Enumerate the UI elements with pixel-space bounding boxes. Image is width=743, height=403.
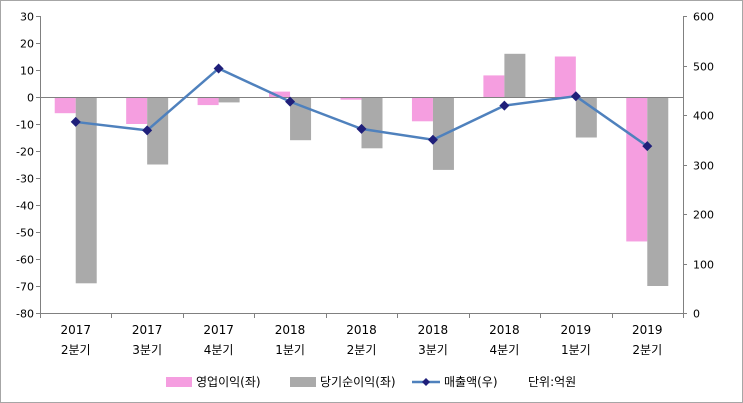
left-tick-label: -10 bbox=[16, 119, 34, 132]
legend-swatch-net-income bbox=[290, 377, 316, 387]
revenue-marker bbox=[142, 125, 153, 136]
legend: 영업이익(좌) 당기순이익(좌) 매출액(우) 단위:억원 bbox=[166, 375, 576, 389]
revenue-marker bbox=[499, 100, 510, 111]
unit-label: 단위:억원 bbox=[528, 375, 576, 389]
category-year-label: 2017 bbox=[60, 323, 91, 337]
category-year-label: 2019 bbox=[561, 323, 592, 337]
left-tick-label: -70 bbox=[16, 281, 34, 294]
left-tick-label: 10 bbox=[20, 65, 34, 78]
left-tick-label: 20 bbox=[20, 38, 34, 51]
net-income-bar bbox=[504, 53, 526, 97]
category-year-label: 2018 bbox=[275, 323, 306, 337]
operating-profit-bar bbox=[483, 75, 505, 97]
operating-profit-bar bbox=[340, 97, 362, 100]
operating-profit-bar bbox=[54, 97, 76, 114]
revenue-marker bbox=[285, 96, 296, 107]
category-quarter-label: 4분기 bbox=[204, 343, 234, 357]
legend-marker-revenue bbox=[422, 378, 430, 386]
left-tick-label: -20 bbox=[16, 146, 34, 159]
category-year-label: 2018 bbox=[489, 323, 520, 337]
category-year-label: 2018 bbox=[418, 323, 449, 337]
revenue-marker bbox=[427, 134, 438, 145]
right-tick-label: 200 bbox=[693, 209, 714, 222]
right-tick-label: 400 bbox=[693, 110, 714, 123]
right-tick-label: 600 bbox=[693, 11, 714, 24]
revenue-marker bbox=[570, 91, 581, 102]
revenue-marker bbox=[356, 123, 367, 134]
right-tick-label: 100 bbox=[693, 259, 714, 272]
legend-label-net-income: 당기순이익(좌) bbox=[320, 375, 396, 389]
operating-profit-bar bbox=[197, 97, 219, 106]
operating-profit-bar bbox=[411, 97, 433, 122]
revenue-marker bbox=[642, 141, 653, 152]
net-income-bar bbox=[147, 97, 169, 165]
line-series bbox=[70, 63, 653, 152]
right-axis-ticks: 600 500 400 300 200 100 0 bbox=[683, 11, 714, 321]
left-tick-label: -50 bbox=[16, 227, 34, 240]
legend-label-operating-profit: 영업이익(좌) bbox=[196, 375, 261, 389]
category-year-label: 2017 bbox=[203, 323, 234, 337]
operating-profit-bar bbox=[626, 97, 648, 242]
category-quarter-label: 2분기 bbox=[632, 343, 662, 357]
category-quarter-label: 3분기 bbox=[132, 343, 162, 357]
operating-profit-bar bbox=[269, 91, 291, 97]
category-year-label: 2018 bbox=[346, 323, 377, 337]
left-tick-label: -40 bbox=[16, 200, 34, 213]
left-tick-label: 0 bbox=[27, 92, 34, 105]
net-income-bar bbox=[361, 97, 383, 149]
left-tick-label: -30 bbox=[16, 173, 34, 186]
legend-swatch-operating-profit bbox=[166, 377, 192, 387]
category-labels: 2017 2분기 2017 3분기 2017 4분기 2018 1분기 2018 2분기 2018 3… bbox=[40, 313, 684, 357]
category-year-label: 2019 bbox=[632, 323, 663, 337]
left-tick-label: -80 bbox=[16, 308, 34, 321]
operating-profit-bar bbox=[126, 97, 148, 124]
category-quarter-label: 3분기 bbox=[418, 343, 448, 357]
operating-profit-bar bbox=[554, 56, 576, 97]
left-tick-label: 30 bbox=[20, 11, 34, 24]
net-income-bar bbox=[218, 97, 240, 103]
category-quarter-label: 1분기 bbox=[561, 343, 591, 357]
category-quarter-label: 2분기 bbox=[61, 343, 91, 357]
right-tick-label: 500 bbox=[693, 61, 714, 74]
category-quarter-label: 1분기 bbox=[275, 343, 305, 357]
category-quarter-label: 2분기 bbox=[347, 343, 377, 357]
net-income-bar bbox=[647, 97, 669, 286]
category-quarter-label: 4분기 bbox=[490, 343, 520, 357]
right-tick-label: 300 bbox=[693, 160, 714, 173]
left-axis-ticks: 30 20 10 0 -10 -20 -30 -40 -50 -60 -70 -80 bbox=[16, 11, 40, 321]
revenue-marker bbox=[70, 116, 81, 127]
right-tick-label: 0 bbox=[693, 308, 700, 321]
bar-series bbox=[54, 53, 669, 286]
revenue-marker bbox=[213, 63, 224, 74]
category-year-label: 2017 bbox=[132, 323, 163, 337]
legend-label-revenue: 매출액(우) bbox=[444, 375, 498, 389]
net-income-bar bbox=[75, 97, 97, 284]
left-tick-label: -60 bbox=[16, 254, 34, 267]
